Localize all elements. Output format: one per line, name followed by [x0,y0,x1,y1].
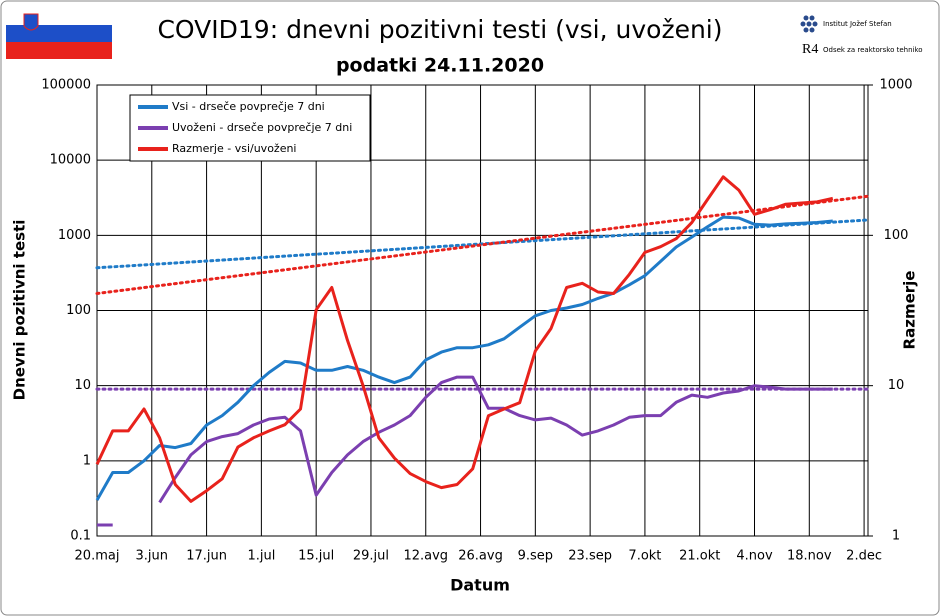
y-tick-label: 100 [66,303,91,318]
y2-tick-label: 1 [892,529,900,544]
series-line [158,375,833,504]
y-tick-label: 1 [83,453,91,468]
legend-label: Vsi - drseče povprečje 7 dni [172,100,325,113]
y-tick-label: 1000 [58,228,91,243]
x-tick-label: 15.jul [298,549,334,564]
series-line [95,215,833,501]
logo-department: Odsek za reaktorsko tehniko [823,46,923,54]
y2-tick-label: 1000 [879,78,912,93]
x-tick-label: 17.jun [186,549,227,564]
x-tick-label: 9.sep [518,549,553,564]
legend-label: Uvoženi - drseče povprečje 7 dni [172,121,352,134]
x-tick-label: 2.dec [846,549,882,564]
series-line [95,175,834,503]
legend [129,94,371,162]
x-axis-label: Datum [450,576,510,595]
trendline [95,194,870,295]
y-tick-label: 0.1 [70,529,91,544]
y2-axis-label: Razmerje [901,271,919,350]
x-tick-label: 1.jul [247,549,275,564]
x-tick-label: 26.avg [458,549,503,564]
logo-mark: R4 [802,42,818,57]
chart-title: COVID19: dnevni pozitivni testi (vsi, uv… [157,15,722,44]
x-tick-label: 3.jun [136,549,169,564]
y2-tick-label: 100 [884,228,909,243]
logo-dots [800,15,818,33]
trendline [95,218,870,270]
logo-institute: Institut Jožef Stefan [823,20,892,28]
legend-label: Razmerje - vsi/uvoženi [172,142,297,155]
x-tick-label: 18.nov [787,549,832,564]
x-tick-label: 21.okt [679,549,720,564]
y-axis-label: Dnevni pozitivni testi [11,220,29,401]
x-tick-label: 29.jul [353,549,389,564]
x-tick-label: 4.nov [736,549,773,564]
chart-subtitle: podatki 24.11.2020 [336,55,544,77]
x-tick-label: 20.maj [75,549,120,564]
y-tick-label: 10 [74,378,91,393]
x-tick-label: 23.sep [568,549,612,564]
y-tick-label: 100000 [41,78,91,93]
y2-tick-label: 10 [888,378,905,393]
y-tick-label: 10000 [50,153,91,168]
x-tick-label: 12.avg [403,549,448,564]
flag [6,8,112,59]
x-tick-label: 7.okt [628,549,661,564]
